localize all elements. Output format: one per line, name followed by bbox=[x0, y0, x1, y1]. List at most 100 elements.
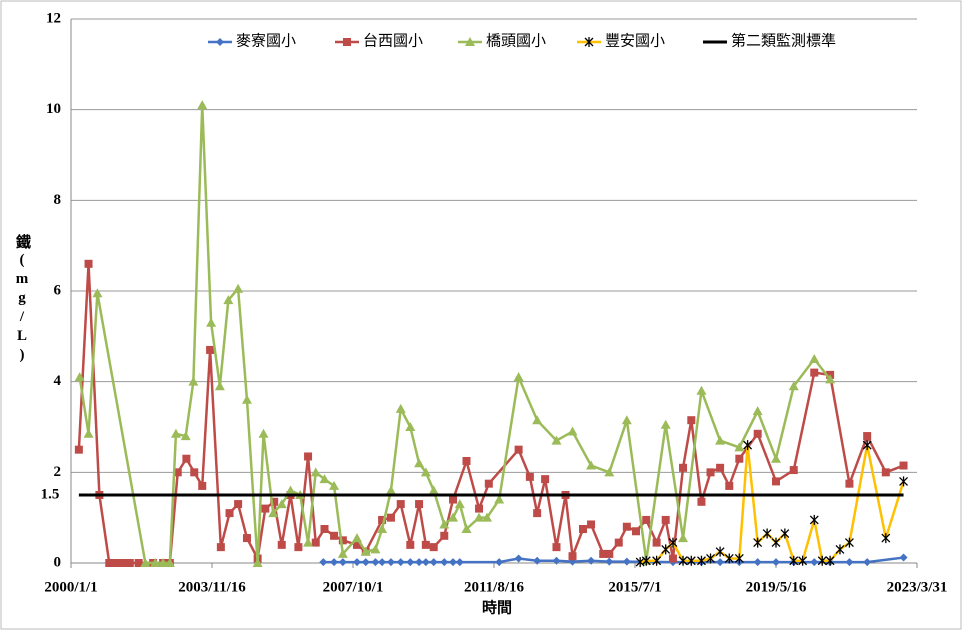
marker bbox=[652, 555, 662, 566]
marker bbox=[568, 552, 577, 561]
legend-label: 橋頭國小 bbox=[486, 32, 546, 49]
marker bbox=[406, 540, 415, 549]
y-axis-title: 鐵(mg/L) bbox=[14, 233, 31, 366]
marker bbox=[164, 558, 175, 567]
marker bbox=[352, 558, 361, 567]
marker bbox=[678, 533, 689, 543]
marker bbox=[188, 376, 199, 386]
marker bbox=[678, 555, 688, 566]
marker bbox=[216, 543, 225, 552]
legend-label: 豐安國小 bbox=[605, 32, 665, 49]
marker bbox=[386, 558, 395, 567]
marker bbox=[414, 458, 425, 468]
marker bbox=[495, 558, 504, 567]
marker bbox=[587, 520, 596, 529]
y-tick-label: 4 bbox=[54, 373, 62, 389]
marker bbox=[734, 442, 745, 452]
marker bbox=[158, 558, 169, 567]
marker bbox=[474, 512, 485, 522]
marker bbox=[753, 429, 762, 438]
marker bbox=[772, 477, 780, 486]
marker bbox=[378, 515, 387, 524]
marker bbox=[622, 557, 631, 566]
x-tick-label: 2019/5/16 bbox=[746, 579, 807, 595]
marker bbox=[277, 540, 286, 549]
marker bbox=[352, 540, 361, 549]
marker bbox=[584, 37, 594, 47]
marker bbox=[810, 368, 819, 377]
y-tick-label: 0 bbox=[54, 554, 62, 570]
marker bbox=[845, 479, 854, 488]
marker bbox=[396, 558, 405, 567]
y-tick-label: 12 bbox=[46, 10, 61, 26]
marker bbox=[182, 454, 191, 463]
marker bbox=[697, 497, 706, 506]
marker bbox=[541, 475, 550, 484]
marker bbox=[268, 508, 279, 518]
marker bbox=[303, 537, 314, 547]
marker bbox=[234, 500, 243, 509]
marker bbox=[173, 468, 182, 477]
marker bbox=[285, 485, 296, 495]
marker bbox=[276, 499, 287, 509]
marker bbox=[242, 534, 251, 543]
marker bbox=[170, 428, 181, 438]
marker bbox=[370, 544, 381, 554]
marker bbox=[762, 528, 772, 539]
marker bbox=[216, 38, 224, 46]
marker bbox=[845, 558, 854, 567]
marker bbox=[206, 345, 215, 354]
marker bbox=[743, 440, 753, 451]
marker bbox=[320, 525, 329, 533]
x-tick-label: 2003/11/16 bbox=[178, 579, 246, 595]
marker bbox=[294, 543, 303, 552]
marker bbox=[385, 485, 396, 495]
marker bbox=[270, 497, 279, 506]
marker bbox=[533, 556, 542, 565]
marker bbox=[338, 558, 347, 567]
marker bbox=[140, 558, 151, 567]
marker bbox=[415, 558, 424, 567]
marker bbox=[780, 528, 790, 539]
marker bbox=[578, 525, 587, 533]
marker bbox=[84, 259, 93, 268]
marker bbox=[753, 537, 763, 548]
x-tick-label: 2000/1/1 bbox=[44, 579, 97, 595]
y-tick-label: 8 bbox=[54, 192, 62, 208]
marker bbox=[118, 559, 127, 567]
marker bbox=[190, 468, 199, 477]
marker bbox=[753, 558, 762, 567]
marker bbox=[668, 554, 677, 563]
marker bbox=[614, 538, 623, 547]
marker bbox=[319, 474, 330, 484]
marker bbox=[415, 500, 424, 509]
marker bbox=[798, 555, 808, 566]
marker bbox=[378, 558, 387, 567]
marker bbox=[361, 558, 370, 567]
marker bbox=[586, 460, 597, 470]
y-tick-label: 10 bbox=[46, 101, 61, 117]
marker bbox=[715, 435, 726, 445]
marker bbox=[74, 445, 83, 454]
marker bbox=[406, 558, 415, 567]
marker bbox=[706, 553, 715, 564]
marker bbox=[233, 283, 244, 293]
marker bbox=[622, 522, 631, 531]
marker bbox=[439, 519, 450, 529]
marker bbox=[360, 546, 371, 556]
marker bbox=[899, 461, 908, 470]
marker bbox=[112, 559, 121, 567]
x-tick-label: 2015/7/1 bbox=[608, 579, 661, 595]
marker bbox=[180, 431, 191, 441]
marker bbox=[351, 533, 362, 543]
marker bbox=[587, 556, 596, 565]
marker bbox=[514, 554, 523, 563]
marker bbox=[771, 453, 781, 463]
marker bbox=[809, 354, 820, 363]
marker bbox=[533, 509, 542, 518]
marker bbox=[420, 467, 431, 477]
marker bbox=[462, 457, 471, 465]
marker bbox=[679, 463, 688, 472]
marker bbox=[599, 549, 608, 558]
